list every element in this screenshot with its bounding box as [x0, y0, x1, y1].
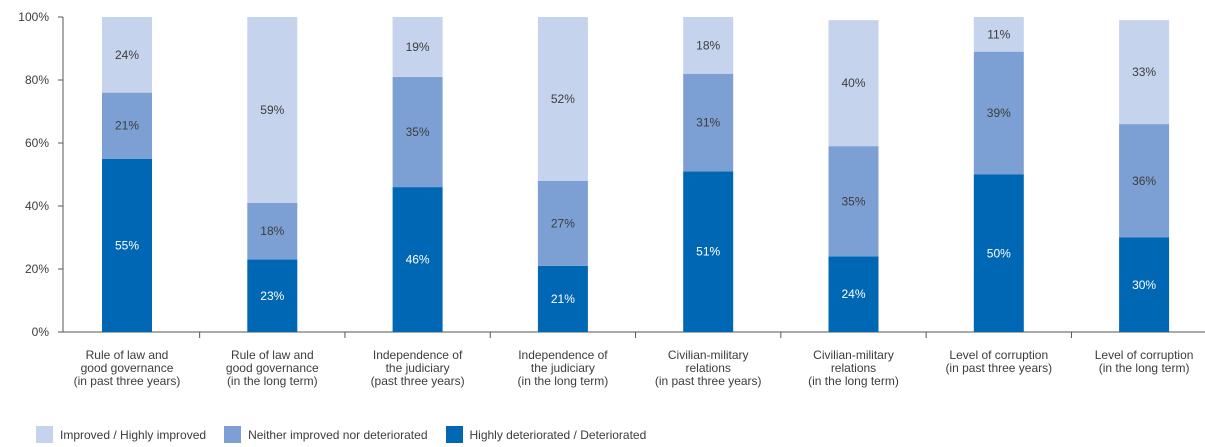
x-category-label: Rule of law and good governance (in past t… [74, 348, 181, 388]
y-tick-label: 100% [18, 10, 49, 24]
data-label: 55% [115, 238, 139, 252]
bar-segment [683, 171, 734, 332]
data-label: 40% [841, 76, 865, 90]
bar-segment [392, 76, 443, 188]
legend-label: Neither improved nor deteriorated [248, 427, 428, 442]
bar-segment [102, 17, 152, 93]
legend-swatch [36, 426, 53, 443]
bar-segment [102, 158, 152, 332]
bar-segment [537, 17, 588, 181]
bar-segment [683, 17, 734, 74]
legend-label: Improved / Highly improved [60, 427, 207, 442]
data-label: 21% [115, 119, 139, 133]
bar-segment [537, 265, 588, 332]
stacked-bar-chart: 0% 20% 40% 60% 80% 100% 55% 21% 24% 23% 18% 59% 46%… [18, 10, 1205, 388]
y-tick-label: 0% [32, 325, 50, 339]
data-label: 35% [406, 125, 430, 139]
x-category-label: Independence of the judiciary (past three … [371, 348, 465, 388]
bar-segment [973, 51, 1024, 175]
bar-segment [247, 259, 298, 332]
legend-swatch [445, 426, 463, 443]
data-label: 11% [987, 27, 1010, 41]
data-label: 50% [987, 246, 1011, 260]
bar-segment [537, 180, 588, 266]
bar-segment [683, 73, 734, 172]
y-tick-label: 20% [25, 262, 49, 276]
y-tick-label: 40% [25, 199, 49, 213]
bar-segment [247, 17, 298, 203]
data-label: 59% [260, 103, 284, 117]
data-label: 24% [841, 287, 865, 301]
data-label: 18% [260, 224, 284, 238]
data-label: 52% [551, 92, 575, 106]
bar-segment [828, 146, 879, 257]
data-label: 33% [1132, 65, 1156, 79]
y-tick-label: 60% [25, 136, 49, 150]
y-tick-label: 80% [25, 73, 49, 87]
bar-segment [973, 17, 1024, 52]
bar-segment [1119, 124, 1170, 238]
data-label: 24% [115, 48, 139, 62]
axis-layer: 0% 20% 40% 60% 80% 100% [18, 10, 1205, 339]
legend: Improved / Highly improved Neither improv… [36, 426, 664, 443]
bar-segment [1119, 237, 1170, 332]
data-label: 31% [696, 116, 720, 130]
bar-segment [392, 187, 443, 332]
legend-swatch [224, 426, 242, 443]
bars-layer: 55% 21% 24% 23% 18% 59% 46% 35% 19% 21% 27% 52% 51% 3… [102, 17, 1170, 332]
bar-segment [973, 174, 1024, 332]
data-label: 27% [551, 216, 575, 230]
data-label: 36% [1132, 174, 1156, 188]
data-label: 21% [551, 292, 575, 306]
bar-segment [828, 256, 879, 332]
data-label: 51% [696, 245, 720, 259]
data-label: 23% [260, 289, 284, 303]
legend-item: Highly deteriorated / Deteriorated [445, 426, 647, 443]
bar-segment [247, 202, 298, 260]
x-category-label: Civilian-military relations (in the long t… [808, 348, 899, 388]
x-category-label: Level of corruption (in past three years) [945, 348, 1052, 375]
legend-item: Improved / Highly improved [36, 426, 206, 443]
legend-item: Neither improved nor deteriorated [224, 426, 428, 443]
x-category-label: Civilian-military relations (in past three… [655, 348, 762, 388]
bar-segment [102, 92, 152, 159]
x-category-label: Level of corruption (in the long term) [1095, 348, 1194, 375]
legend-label: Highly deteriorated / Deteriorated [469, 427, 647, 442]
bar-segment [392, 17, 443, 77]
bar-segment [1119, 20, 1170, 125]
data-label: 30% [1132, 278, 1156, 292]
data-label: 18% [696, 38, 720, 52]
data-label: 46% [406, 253, 430, 267]
x-category-label: Rule of law and good governance (in the lo… [226, 348, 319, 388]
data-label: 19% [406, 40, 430, 54]
category-labels: Rule of law and good governance (in past t… [74, 348, 1194, 388]
data-label: 35% [841, 194, 865, 208]
x-category-label: Independence of the judiciary (in the long… [518, 348, 609, 388]
bar-segment [828, 20, 879, 147]
data-label: 39% [987, 106, 1011, 120]
